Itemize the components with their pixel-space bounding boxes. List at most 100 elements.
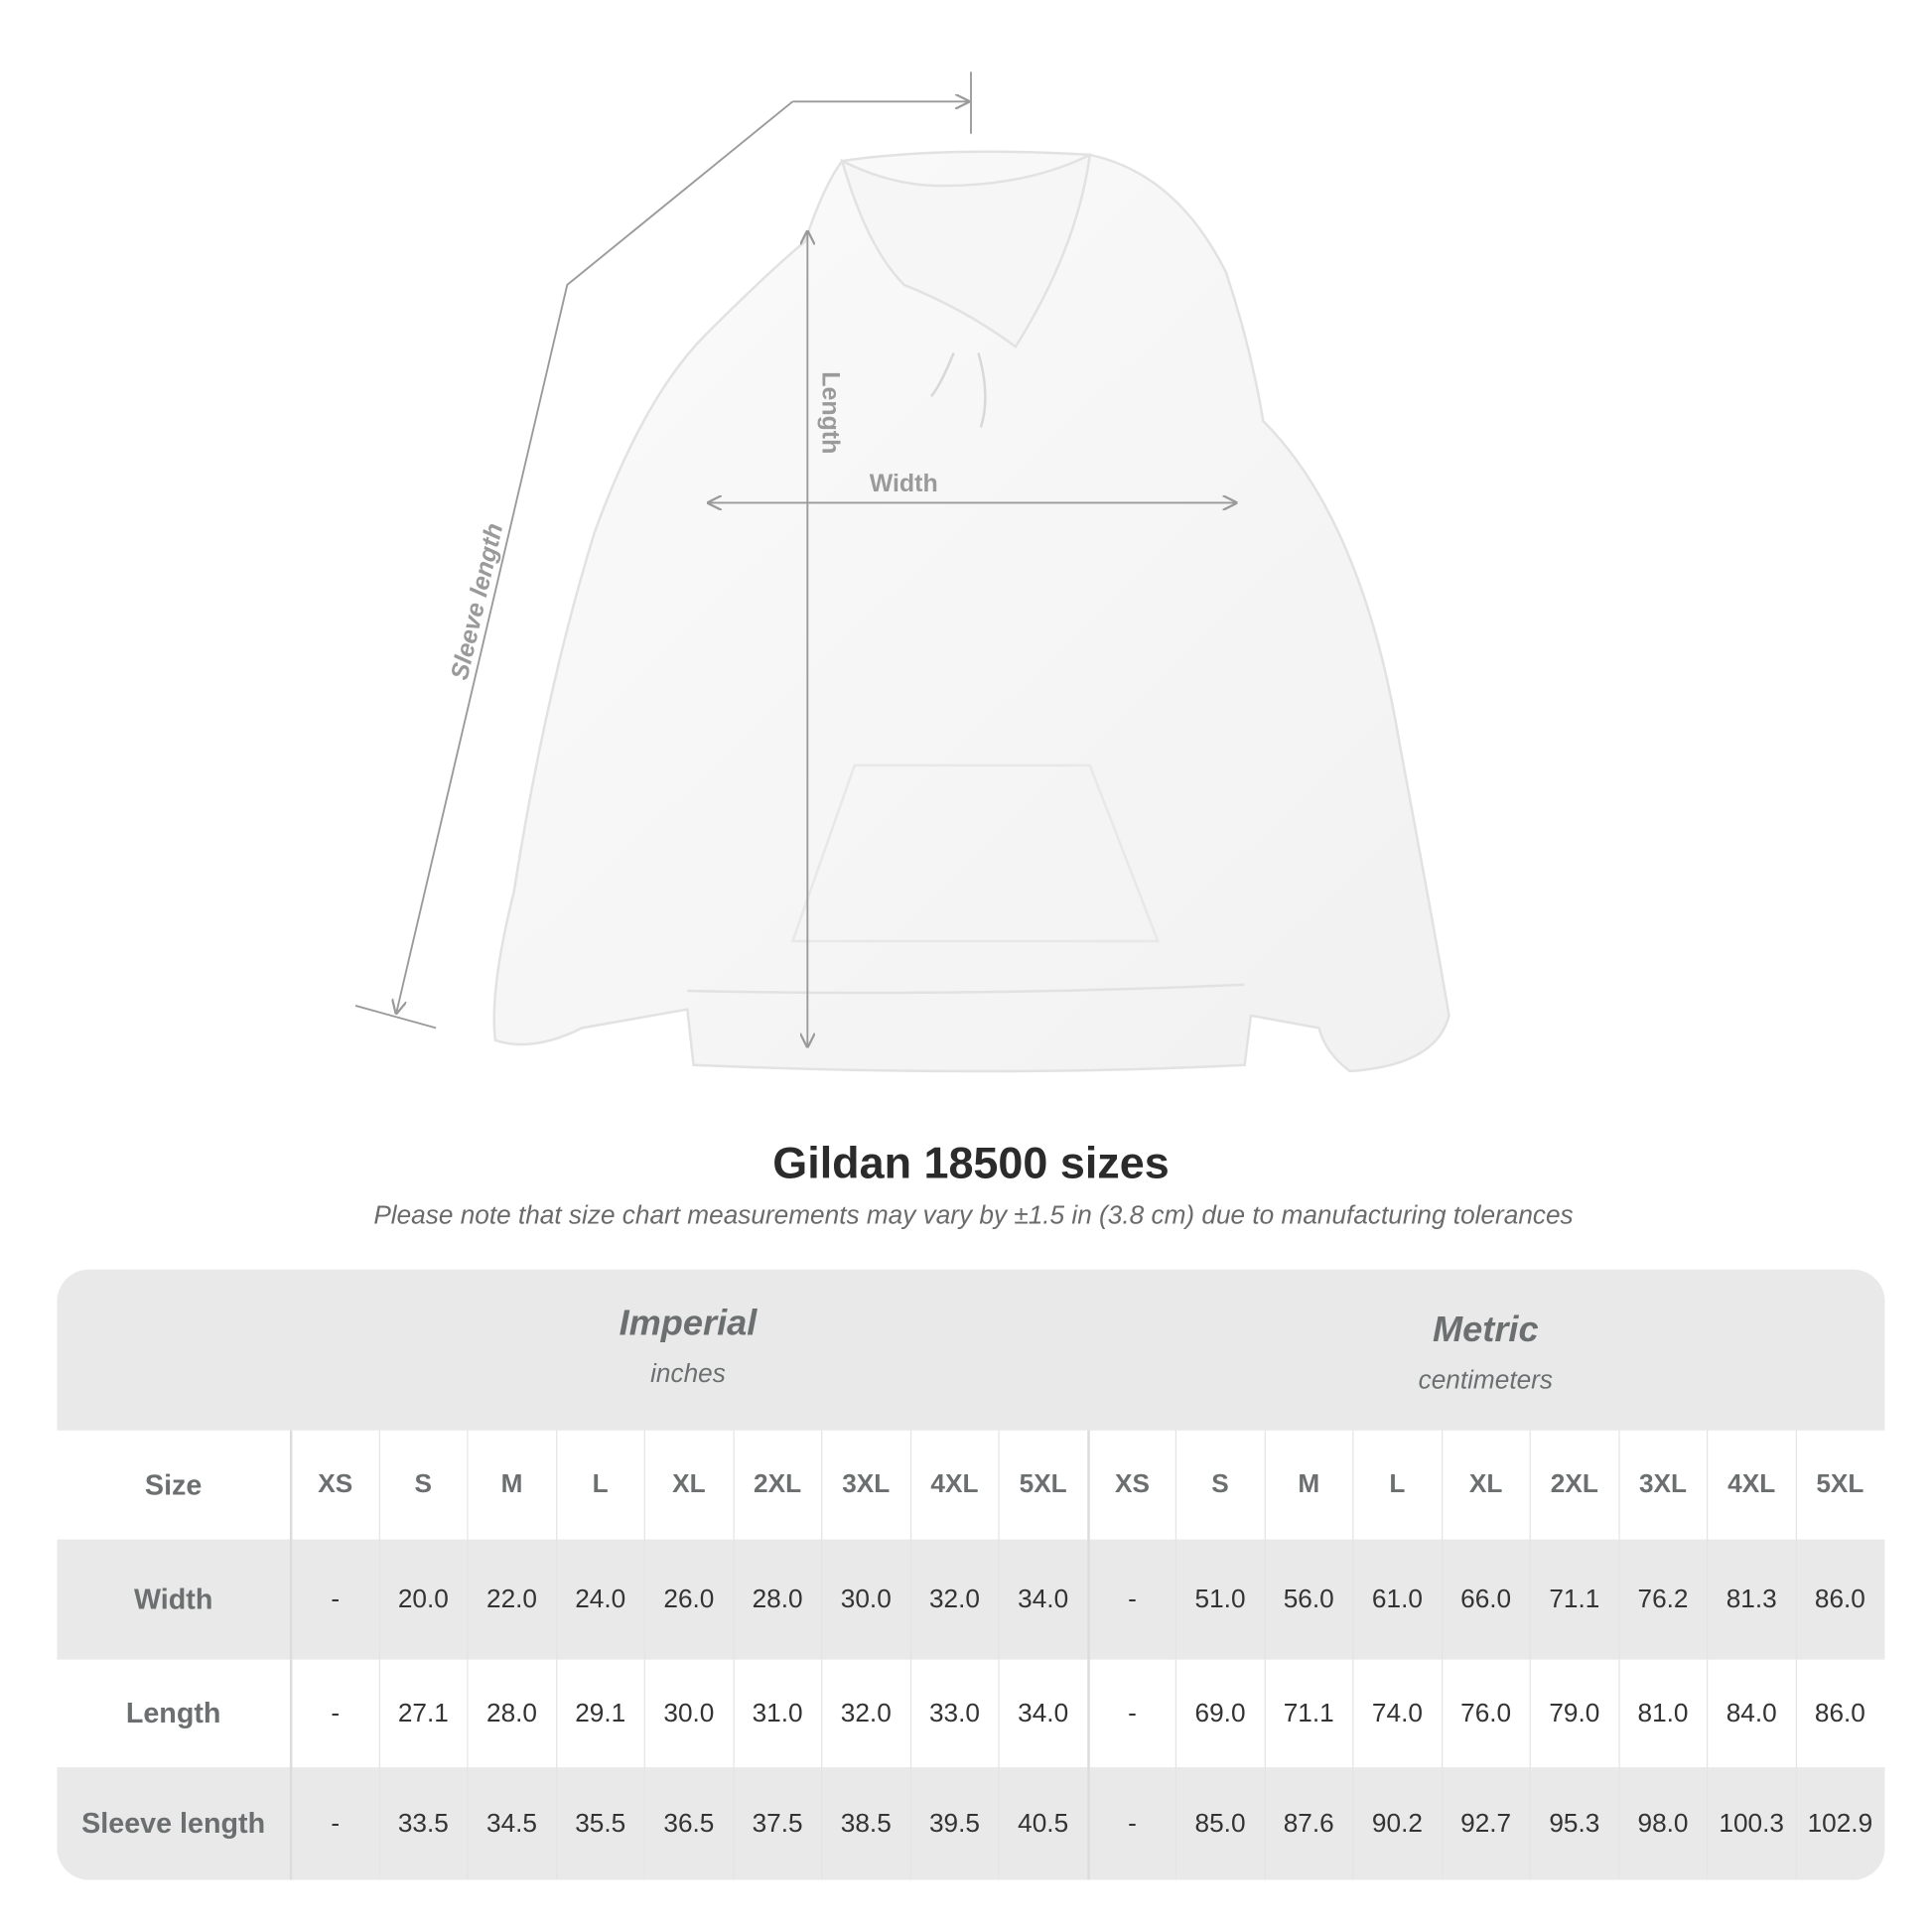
table-row: Width -20.0 22.0 24.0 26.0 28.0 30.0 32.0 34.0-5…: [57, 1539, 1884, 1660]
group-name: Imperial: [619, 1304, 758, 1344]
size-header-imperial: L: [555, 1430, 643, 1540]
table-cell-metric: 71.1: [1529, 1539, 1618, 1660]
group-unit: inches: [650, 1359, 726, 1389]
table-cell-metric: 100.3: [1706, 1767, 1795, 1880]
table-cell-metric: 98.0: [1617, 1767, 1707, 1880]
row-band: [57, 1539, 1885, 1660]
size-header-metric: 3XL: [1617, 1430, 1707, 1540]
size-header-metric: XS: [1086, 1430, 1175, 1540]
row-label: Length: [125, 1696, 221, 1729]
table-cell-imperial: 26.0: [643, 1539, 733, 1660]
table-cell-metric: -: [1086, 1659, 1175, 1768]
table-cell-imperial: 36.5: [643, 1767, 733, 1880]
size-header-imperial: 3XL: [821, 1430, 909, 1540]
sleeve-cuff-tick: [354, 1005, 437, 1030]
width-label: Width: [870, 470, 938, 497]
metric-group: Metric centimeters: [1087, 1311, 1883, 1471]
table-cell-imperial: 31.0: [732, 1659, 821, 1768]
header-band: [57, 1269, 1885, 1431]
size-header-imperial: 5XL: [998, 1430, 1086, 1540]
table-cell-metric: -: [1086, 1767, 1175, 1880]
table-cell-metric: -: [1086, 1539, 1175, 1660]
table-cell-imperial: 34.5: [467, 1767, 555, 1880]
table-cell-imperial: 20.0: [378, 1539, 467, 1660]
size-header-metric: L: [1352, 1430, 1441, 1540]
table-cell-imperial: 39.5: [909, 1767, 998, 1880]
table-cell-metric: 86.0: [1795, 1539, 1883, 1660]
imperial-group: Imperial inches: [290, 1305, 1086, 1465]
table-cell-imperial: 28.0: [732, 1539, 821, 1660]
size-header-metric: M: [1264, 1430, 1352, 1540]
table-cell-imperial: 22.0: [467, 1539, 555, 1660]
length-label: Length: [816, 371, 844, 454]
table-cell-imperial: 35.5: [555, 1767, 643, 1880]
table-cell-metric: 51.0: [1174, 1539, 1264, 1660]
tolerance-note: Please note that size chart measurements…: [373, 1201, 1574, 1230]
table-cell-imperial: 27.1: [378, 1659, 467, 1768]
page-title: Gildan 18500 sizes: [772, 1137, 1170, 1188]
table-cell-metric: 56.0: [1264, 1539, 1352, 1660]
table-cell-metric: 66.0: [1441, 1539, 1529, 1660]
table-cell-metric: 85.0: [1174, 1767, 1264, 1880]
row-label: Width: [133, 1583, 213, 1615]
size-header-metric: 2XL: [1529, 1430, 1618, 1540]
size-header-imperial: 2XL: [732, 1430, 821, 1540]
table-cell-imperial: 30.0: [643, 1659, 733, 1768]
table-cell-metric: 95.3: [1529, 1767, 1618, 1880]
table-cell-metric: 79.0: [1529, 1659, 1618, 1768]
size-header-metric: S: [1174, 1430, 1264, 1540]
table-cell-metric: 86.0: [1795, 1659, 1883, 1768]
table-cell-imperial: 32.0: [821, 1659, 909, 1768]
table-cell-metric: 69.0: [1174, 1659, 1264, 1768]
table-cell-metric: 71.1: [1264, 1659, 1352, 1768]
measurement-lines: [354, 71, 1236, 1046]
table-cell-imperial: 30.0: [821, 1539, 909, 1660]
table-cell-imperial: 34.0: [998, 1539, 1086, 1660]
table-cell-metric: 102.9: [1795, 1767, 1883, 1880]
size-header-metric: XL: [1441, 1430, 1529, 1540]
table-cell-imperial: 33.0: [909, 1659, 998, 1768]
size-header-metric: 5XL: [1795, 1430, 1883, 1540]
table-cell-imperial: 37.5: [732, 1767, 821, 1880]
size-header-imperial: M: [467, 1430, 555, 1540]
table-cell-imperial: 38.5: [821, 1767, 909, 1880]
table-cell-imperial: -: [289, 1767, 378, 1880]
sleeve-line: [396, 100, 793, 1013]
size-header-row: Size XS S M L XL 2XL 3XL 4XL 5XL XS S M L XL 2XL 3XL 4XL 5…: [57, 1430, 1884, 1540]
table-cell-imperial: 29.1: [555, 1659, 643, 1768]
table-cell-metric: 76.0: [1441, 1659, 1529, 1768]
sleeve-length-label: Sleeve length: [446, 520, 508, 682]
table-cell-imperial: 40.5: [998, 1767, 1086, 1880]
table-cell-metric: 87.6: [1264, 1767, 1352, 1880]
table-row: Length -27.1 28.0 29.1 30.0 31.0 32.0 33.0 34.0-…: [57, 1659, 1884, 1768]
hoodie-image: [492, 150, 1450, 1073]
group-name: Metric: [1433, 1310, 1539, 1350]
size-header-imperial: S: [378, 1430, 467, 1540]
size-header-imperial: 4XL: [909, 1430, 998, 1540]
row-band: [57, 1767, 1885, 1880]
table-cell-imperial: -: [289, 1659, 378, 1768]
size-header-metric: 4XL: [1706, 1430, 1795, 1540]
group-unit: centimeters: [1418, 1365, 1553, 1395]
table-cell-metric: 61.0: [1352, 1539, 1441, 1660]
table-cell-imperial: 32.0: [909, 1539, 998, 1660]
table-row: Sleeve length -33.5 34.5 35.5 36.5 37.5 38.5 39…: [57, 1767, 1884, 1880]
hoodie-diagram: Sleeve length Length Width: [354, 71, 1450, 1073]
row-label: Sleeve length: [81, 1807, 266, 1840]
table-cell-metric: 81.0: [1617, 1659, 1707, 1768]
table-cell-imperial: 28.0: [467, 1659, 555, 1768]
size-table: Imperial inches Metric centimeters Size X…: [57, 1269, 1885, 1880]
table-cell-metric: 74.0: [1352, 1659, 1441, 1768]
table-cell-imperial: -: [289, 1539, 378, 1660]
table-cell-metric: 84.0: [1706, 1659, 1795, 1768]
row-label: Size: [144, 1467, 203, 1501]
table-cell-metric: 81.3: [1706, 1539, 1795, 1660]
table-cell-metric: 76.2: [1617, 1539, 1707, 1660]
table-cell-imperial: 34.0: [998, 1659, 1086, 1768]
size-header-imperial: XL: [643, 1430, 733, 1540]
table-cell-metric: 92.7: [1441, 1767, 1529, 1880]
size-header-imperial: XS: [289, 1430, 378, 1540]
table-cell-imperial: 24.0: [555, 1539, 643, 1660]
table-cell-metric: 90.2: [1352, 1767, 1441, 1880]
